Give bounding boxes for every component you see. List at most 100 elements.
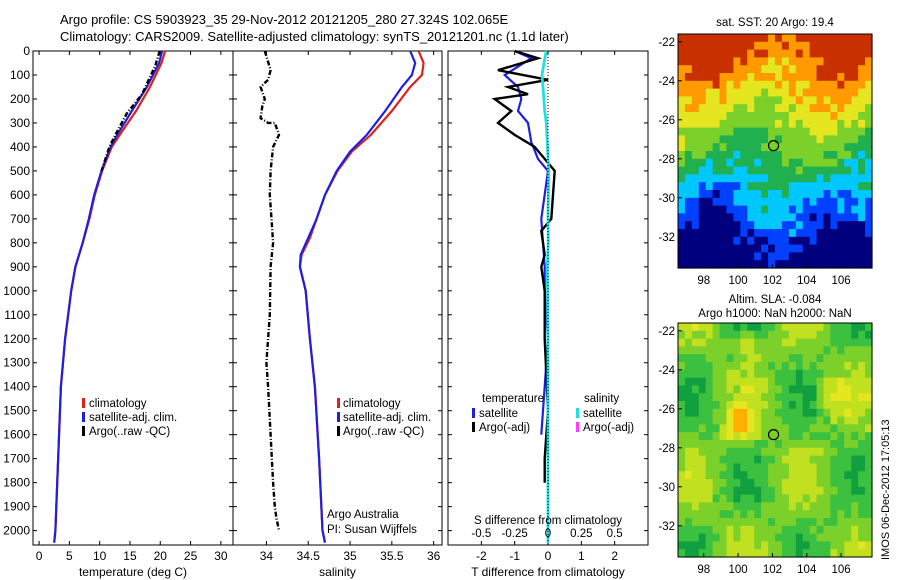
legend-label: satellite-adj. clim. (343, 412, 431, 424)
x-tick-label: -2 (476, 549, 487, 563)
x-tick-label: 10 (93, 549, 107, 563)
x-tick-label: 35.5 (380, 549, 404, 563)
map-y-tick-label: -32 (658, 232, 675, 244)
legend-swatch (82, 426, 85, 436)
x-tick-label: 20 (154, 549, 168, 563)
legend-label: Argo(-adj) (479, 422, 530, 434)
y-tick-label: 1900 (3, 500, 30, 514)
x-tick-label: 15 (123, 549, 137, 563)
legend-label: satellite-adj. clim. (89, 412, 177, 424)
legend-label: Argo(..raw -QC) (343, 426, 424, 438)
x-tick-label: 34 (260, 549, 274, 563)
map-x-tick-label: 100 (728, 275, 747, 287)
map-x-tick-label: 104 (797, 275, 817, 287)
map-frame (677, 322, 873, 558)
plot-frame (232, 50, 443, 546)
legend-label: Argo(..raw -QC) (89, 426, 170, 438)
map-panel-2 (677, 322, 873, 558)
legend-swatch (337, 426, 340, 436)
x-tick-label: 25 (184, 549, 198, 563)
map-x-tick-label: 104 (797, 564, 817, 576)
y-tick-label: 1700 (3, 452, 30, 466)
y-tick-label: 600 (10, 188, 30, 202)
top-x-tick-label: 0 (545, 528, 551, 540)
map-frame (677, 33, 873, 269)
annotation-argo-australia: Argo Australia (327, 509, 399, 521)
legend-swatch (576, 408, 579, 418)
map-y-tick-label: -24 (658, 76, 675, 88)
y-tick-label: 1600 (3, 428, 30, 442)
legend-swatch (472, 422, 475, 432)
legend-header-temperature: temperature (482, 393, 544, 405)
top-x-tick-label: -0.25 (502, 528, 528, 540)
top-x-tick-label: -0.5 (471, 528, 491, 540)
series-line-2 (540, 50, 551, 543)
map-x-tick-label: 102 (763, 564, 782, 576)
y-tick-label: 700 (10, 212, 30, 226)
x-tick-label: 0 (545, 549, 552, 563)
map-y-tick-label: -24 (658, 365, 675, 377)
x-tick-label: 36 (427, 549, 441, 563)
legend-swatch (82, 398, 85, 408)
map-x-tick-label: 100 (728, 564, 747, 576)
x-axis-label: temperature (deg C) (79, 565, 187, 579)
map-y-tick-label: -30 (658, 482, 675, 494)
legend-header-salinity: salinity (584, 393, 619, 405)
map-panel-1 (677, 33, 873, 269)
legend-label: satellite (479, 408, 518, 420)
imos-date-stamp: IMOS 06-Dec-2012 17:05:13 (880, 419, 892, 560)
map-y-tick-label: -28 (658, 154, 675, 166)
series-line-1 (298, 50, 417, 543)
y-tick-label: 2000 (3, 524, 30, 538)
legend-swatch (576, 422, 579, 432)
plot-frame (32, 50, 234, 546)
y-tick-label: 1500 (3, 404, 30, 418)
x-tick-label: 2 (611, 549, 618, 563)
y-tick-label: 900 (10, 260, 30, 274)
y-tick-label: 1300 (3, 356, 30, 370)
map-title: Altim. SLA: -0.084 (729, 294, 822, 306)
x-tick-label: 30 (214, 549, 228, 563)
x-tick-label: 34.5 (297, 549, 321, 563)
top-x-tick-label: 0.5 (607, 528, 623, 540)
figure-title-line2: Climatology: CARS2009. Satellite-adjuste… (60, 29, 569, 44)
map-y-tick-label: -22 (658, 326, 675, 338)
y-tick-label: 400 (10, 140, 30, 154)
top-x-axis-label: S difference from climatology (474, 515, 622, 527)
map-x-tick-label: 106 (832, 564, 851, 576)
y-tick-label: 1400 (3, 380, 30, 394)
legend-label: Argo(-adj) (583, 422, 634, 434)
map-y-tick-label: -26 (658, 115, 675, 127)
profile-panel-1 (232, 50, 443, 546)
series-line-2 (100, 50, 161, 172)
annotation-pi: PI: Susan Wijffels (327, 524, 417, 536)
y-tick-label: 500 (10, 164, 30, 178)
x-tick-label: -1 (509, 549, 520, 563)
x-tick-label: 0 (36, 549, 43, 563)
legend-swatch (82, 412, 85, 422)
series-line-0 (502, 49, 550, 435)
legend-swatch (337, 398, 340, 408)
map-y-tick-label: -28 (658, 443, 675, 455)
float-position-marker (767, 140, 780, 152)
legend-swatch (337, 412, 340, 422)
y-tick-label: 1200 (3, 332, 30, 346)
legend-label: climatology (89, 398, 147, 410)
legend-label: climatology (343, 398, 401, 410)
series-line-1 (53, 50, 164, 543)
series-line-1 (491, 49, 556, 483)
map-x-tick-label: 106 (832, 275, 851, 287)
y-tick-label: 1100 (4, 308, 30, 322)
map-x-tick-label: 98 (697, 275, 710, 287)
y-tick-label: 1800 (3, 476, 30, 490)
map-y-tick-label: -32 (658, 521, 675, 533)
legend-swatch (472, 408, 475, 418)
y-tick-label: 0 (23, 44, 30, 58)
map-y-tick-label: -30 (658, 193, 675, 205)
y-tick-label: 1000 (3, 284, 30, 298)
float-position-marker (767, 429, 780, 441)
profile-panel-0 (32, 50, 234, 546)
map-y-tick-label: -22 (658, 37, 675, 49)
y-tick-label: 100 (10, 68, 30, 82)
